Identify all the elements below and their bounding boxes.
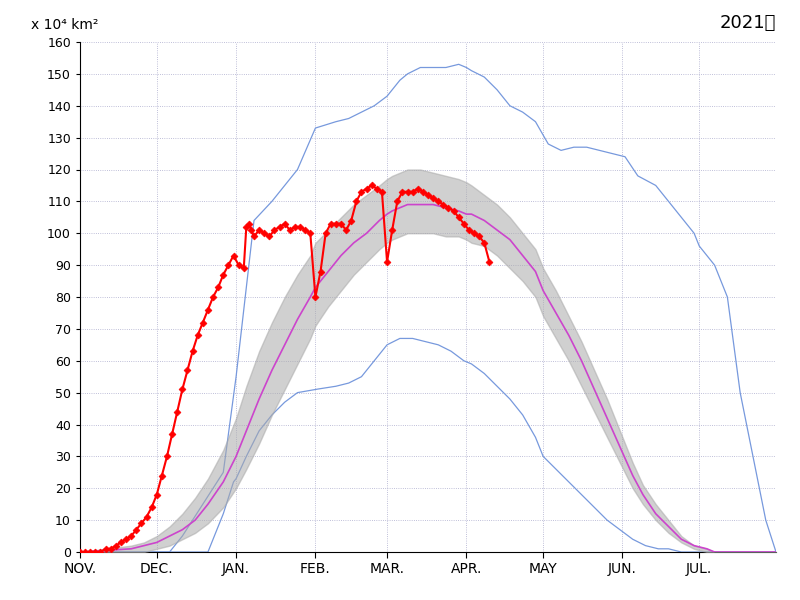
Text: x 10⁴ km²: x 10⁴ km² xyxy=(31,18,98,32)
Text: 2021年: 2021年 xyxy=(720,14,776,32)
